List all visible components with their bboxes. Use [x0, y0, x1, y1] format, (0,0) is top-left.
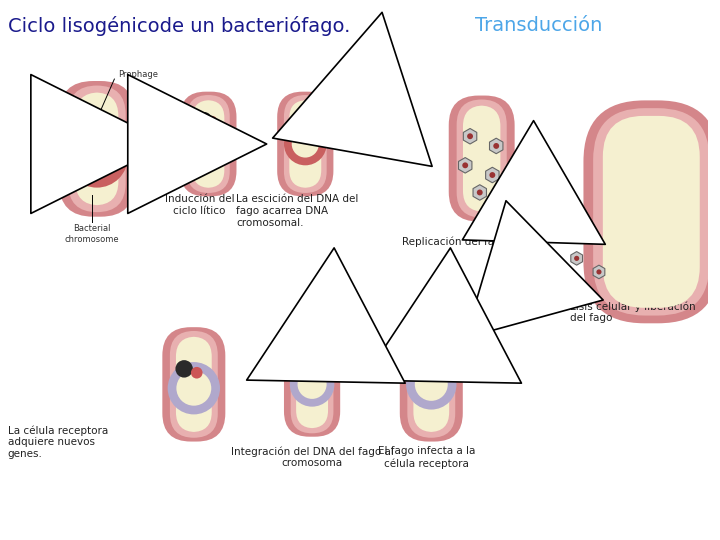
Circle shape — [78, 137, 117, 176]
Polygon shape — [575, 285, 588, 298]
Circle shape — [490, 172, 495, 178]
Circle shape — [297, 370, 327, 399]
Circle shape — [176, 360, 193, 377]
FancyBboxPatch shape — [413, 337, 449, 432]
Circle shape — [284, 123, 327, 165]
Text: Inducción del
ciclo lítico: Inducción del ciclo lítico — [165, 194, 235, 216]
Text: Integración del DNA del fago al
cromosoma: Integración del DNA del fago al cromosom… — [230, 447, 394, 469]
Text: Prophage: Prophage — [118, 70, 158, 79]
Circle shape — [195, 129, 222, 156]
Circle shape — [596, 269, 601, 274]
Circle shape — [462, 163, 468, 168]
Circle shape — [300, 108, 313, 122]
FancyBboxPatch shape — [296, 341, 328, 428]
Circle shape — [574, 256, 580, 261]
FancyBboxPatch shape — [59, 81, 135, 217]
Circle shape — [176, 371, 211, 406]
Text: Bacterial
chromosome: Bacterial chromosome — [65, 225, 120, 244]
Polygon shape — [571, 252, 582, 265]
FancyBboxPatch shape — [400, 327, 463, 442]
Circle shape — [579, 289, 584, 294]
Text: La escición del DNA del
fago acarrea DNA
cromosomal.: La escición del DNA del fago acarrea DNA… — [236, 194, 359, 227]
Polygon shape — [490, 138, 503, 154]
Polygon shape — [459, 158, 472, 173]
FancyBboxPatch shape — [176, 337, 212, 432]
FancyBboxPatch shape — [162, 327, 225, 442]
Circle shape — [79, 124, 99, 143]
Circle shape — [467, 133, 473, 139]
Circle shape — [415, 368, 448, 401]
Circle shape — [95, 124, 107, 136]
Circle shape — [477, 190, 482, 195]
FancyBboxPatch shape — [68, 85, 126, 212]
Circle shape — [198, 112, 211, 126]
Circle shape — [289, 362, 334, 407]
FancyBboxPatch shape — [449, 96, 515, 221]
Text: Lisis celular y liberación
del fago: Lisis celular y liberación del fago — [570, 301, 696, 323]
FancyBboxPatch shape — [284, 332, 340, 437]
FancyBboxPatch shape — [289, 100, 321, 188]
Polygon shape — [593, 265, 605, 279]
FancyBboxPatch shape — [603, 116, 700, 308]
FancyBboxPatch shape — [187, 95, 230, 193]
FancyBboxPatch shape — [593, 108, 709, 315]
FancyBboxPatch shape — [463, 105, 500, 212]
Circle shape — [187, 121, 230, 164]
Text: Replicación del fago: Replicación del fago — [402, 236, 508, 247]
FancyBboxPatch shape — [408, 331, 455, 438]
Polygon shape — [464, 129, 477, 144]
FancyBboxPatch shape — [192, 100, 225, 188]
Circle shape — [168, 362, 220, 414]
FancyBboxPatch shape — [284, 95, 327, 193]
Circle shape — [553, 277, 558, 282]
Polygon shape — [473, 185, 487, 200]
Circle shape — [406, 359, 456, 409]
Circle shape — [292, 131, 319, 158]
Circle shape — [312, 360, 320, 368]
Circle shape — [493, 143, 499, 149]
Polygon shape — [549, 273, 561, 287]
Text: Ciclo lisogénicode un bacteriófago.: Ciclo lisogénicode un bacteriófago. — [8, 16, 350, 36]
Circle shape — [66, 126, 128, 187]
Circle shape — [207, 116, 217, 126]
FancyBboxPatch shape — [180, 92, 236, 197]
Polygon shape — [485, 167, 499, 183]
Text: Transducción: Transducción — [475, 16, 602, 35]
FancyBboxPatch shape — [583, 100, 719, 323]
FancyBboxPatch shape — [291, 335, 333, 433]
FancyBboxPatch shape — [456, 99, 507, 218]
Circle shape — [191, 367, 202, 379]
Text: El fago infecta a la
célula receptora: El fago infecta a la célula receptora — [378, 447, 475, 469]
Circle shape — [306, 354, 318, 366]
FancyBboxPatch shape — [76, 92, 118, 205]
FancyBboxPatch shape — [277, 92, 333, 197]
FancyBboxPatch shape — [170, 331, 217, 438]
Text: La célula receptora
adquiere nuevos
genes.: La célula receptora adquiere nuevos gene… — [8, 425, 108, 459]
